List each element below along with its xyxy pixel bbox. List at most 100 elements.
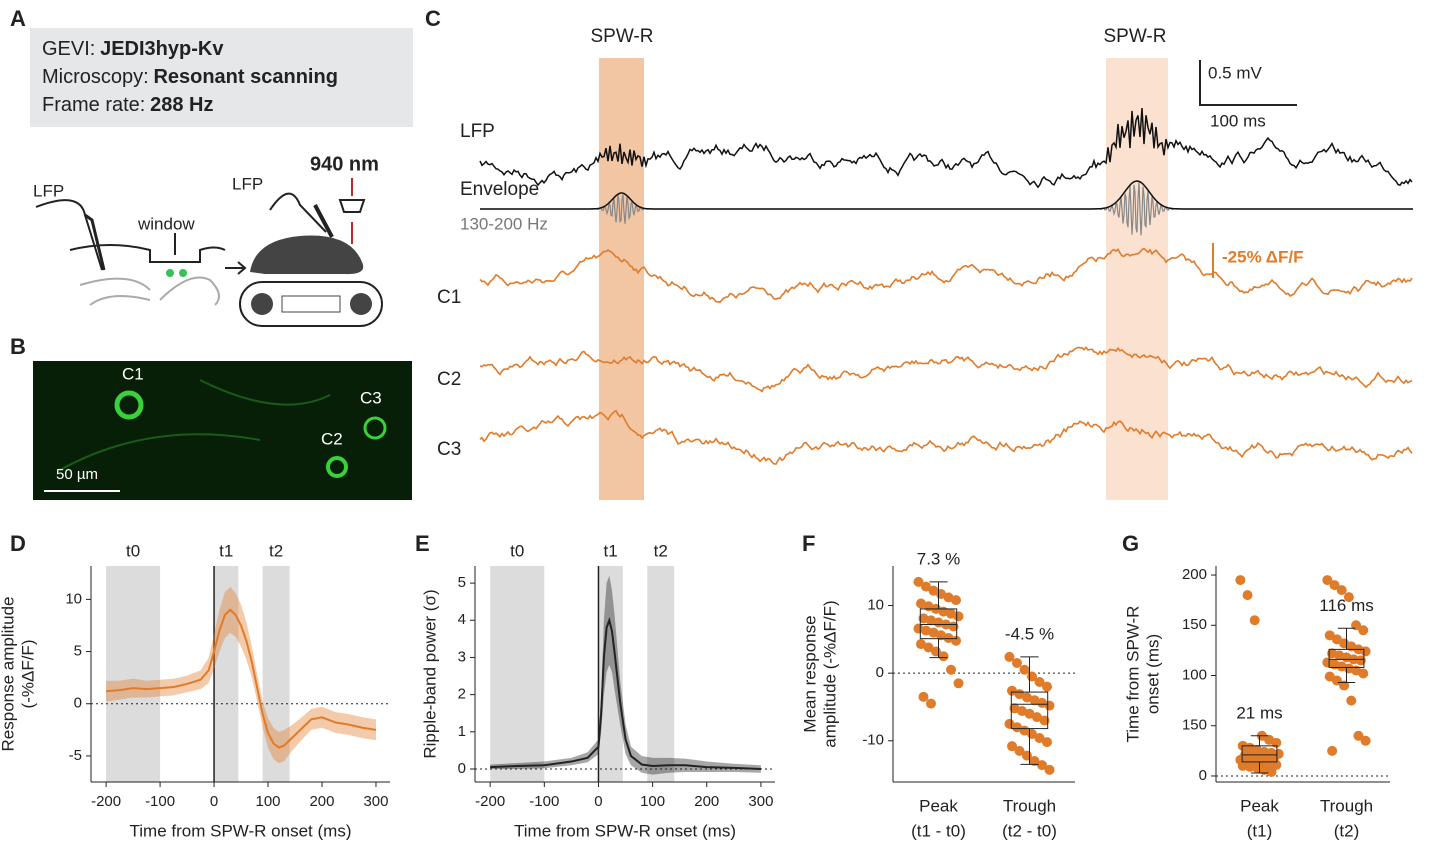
data-point — [1339, 680, 1350, 691]
data-point — [1271, 737, 1282, 748]
x-tick-label: Trough — [1320, 796, 1373, 815]
data-point — [1044, 700, 1055, 711]
data-point — [1242, 590, 1253, 601]
diagram-label: 940 nm — [310, 153, 379, 175]
data-point — [1009, 703, 1020, 714]
scale-bar — [1199, 60, 1297, 106]
x-tick-label: Peak — [919, 796, 958, 815]
data-point — [1358, 668, 1369, 679]
data-point — [1037, 760, 1048, 771]
data-point — [1034, 676, 1045, 687]
data-point — [1351, 620, 1362, 631]
annotation: -4.5 % — [1005, 624, 1054, 643]
cell-dot — [179, 269, 187, 277]
data-point — [1327, 745, 1338, 756]
x-tick-label: Peak — [1240, 796, 1279, 815]
data-point — [1021, 692, 1032, 703]
data-point — [915, 639, 926, 650]
data-point — [936, 630, 947, 641]
annotation: 21 ms — [1236, 703, 1282, 722]
data-point — [1235, 575, 1246, 586]
info-box — [30, 28, 413, 127]
data-point — [1034, 733, 1045, 744]
x-tick-label: -100 — [529, 793, 559, 810]
data-point — [953, 611, 964, 622]
x-tick-label: 100 — [640, 793, 665, 810]
data-point — [943, 592, 954, 603]
panel-label: B — [10, 334, 26, 359]
y-tick-label: 0 — [458, 760, 466, 777]
y-tick-label: 10 — [65, 590, 82, 607]
y-tick-label: 100 — [1182, 666, 1207, 683]
data-point — [951, 595, 962, 606]
cell-label: C3 — [360, 388, 382, 407]
y-tick-label: 0 — [74, 695, 82, 712]
x-tick-label: -100 — [145, 793, 175, 810]
data-point — [1249, 615, 1260, 626]
time-window — [214, 566, 239, 782]
data-point — [1014, 745, 1025, 756]
panel-label: C — [425, 6, 441, 31]
data-point — [1044, 764, 1055, 775]
box — [1010, 691, 1049, 730]
data-point — [1346, 695, 1357, 706]
lfp-trace — [479, 107, 1413, 189]
data-point — [925, 615, 936, 626]
y-tick-label: 2 — [458, 686, 466, 703]
diagram-label: LFP — [33, 181, 64, 200]
data-point — [1029, 695, 1040, 706]
y-axis-label: Mean response — [800, 615, 819, 732]
y-tick-label: 1 — [458, 723, 466, 740]
time-window — [106, 566, 161, 782]
event-label: SPW-R — [591, 26, 654, 47]
x-tick-label: 300 — [363, 793, 388, 810]
info-value: Resonant scanning — [153, 66, 337, 88]
y-tick-label: 0 — [1199, 767, 1207, 784]
data-point — [951, 635, 962, 646]
y-tick-label: 150 — [1182, 616, 1207, 633]
data-point — [928, 585, 939, 596]
time-window — [647, 566, 675, 782]
wheel — [350, 293, 372, 315]
data-point — [943, 633, 954, 643]
box — [1328, 648, 1365, 668]
scale-label: 0.5 mV — [1208, 63, 1263, 82]
data-point — [1004, 718, 1015, 729]
data-point — [913, 576, 924, 587]
x-axis-label: Time from SPW-R onset (ms) — [130, 821, 352, 840]
trace-label: 130-200 Hz — [460, 214, 548, 233]
data-point — [1360, 646, 1371, 657]
cell-dot — [166, 269, 174, 277]
data-point — [920, 581, 931, 592]
diagram-label: LFP — [232, 174, 263, 193]
cell-label: C2 — [321, 429, 343, 448]
panel-label: D — [10, 531, 26, 556]
info-value: JEDI3hyp-Kv — [100, 38, 224, 60]
confidence-band — [106, 586, 376, 764]
data-point — [1029, 756, 1040, 767]
y-tick-label: 200 — [1182, 566, 1207, 583]
trace-label: C1 — [437, 287, 461, 308]
scale-label: 100 ms — [1210, 111, 1266, 130]
cells — [59, 379, 387, 478]
box — [1241, 745, 1278, 763]
y-tick-label: -5 — [69, 747, 82, 764]
setup-diagram — [35, 178, 383, 327]
mean-line — [490, 616, 761, 770]
x-tick-sublabel: (t2) — [1334, 821, 1360, 840]
event-shade — [599, 58, 644, 500]
y-tick-label: 5 — [74, 643, 82, 660]
mouse — [250, 235, 364, 275]
data-point — [1039, 715, 1050, 726]
data-point — [1360, 735, 1371, 746]
y-axis-label: Ripple-band power (σ) — [420, 589, 439, 758]
trace-label: C2 — [437, 369, 461, 390]
info-value: 288 Hz — [150, 94, 213, 116]
info-label: Microscopy: — [42, 66, 149, 88]
data-point — [1353, 730, 1364, 741]
traces — [479, 107, 1413, 465]
x-tick-label: 300 — [748, 793, 773, 810]
y-tick-label: 150 — [1182, 717, 1207, 734]
data-point — [946, 608, 957, 619]
window-label: t0 — [126, 541, 140, 560]
